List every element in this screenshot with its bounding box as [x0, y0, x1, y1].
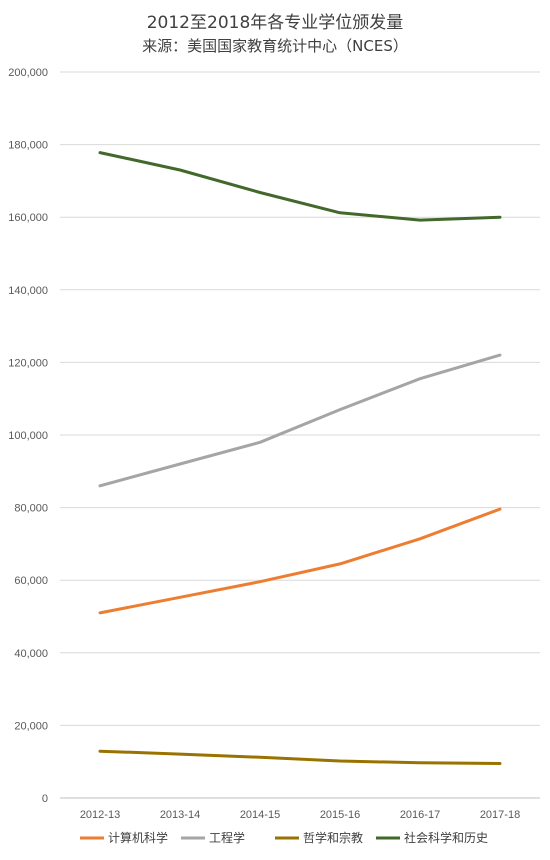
y-tick-label: 160,000: [8, 212, 48, 224]
y-tick-label: 60,000: [14, 575, 48, 587]
y-tick-label: 80,000: [14, 503, 48, 515]
chart-subtitle: 来源：美国国家教育统计中心（NCES）: [142, 37, 408, 55]
series-line: [98, 353, 502, 488]
chart-title: 2012至2018年各专业学位颁发量: [146, 13, 404, 33]
legend-label: 哲学和宗教: [303, 830, 363, 845]
y-tick-label: 180,000: [8, 140, 48, 152]
x-tick-label: 2012-13: [80, 809, 120, 821]
x-tick-label: 2017-18: [480, 809, 520, 821]
series-line: [98, 151, 502, 222]
y-tick-label: 120,000: [8, 357, 48, 369]
series-line: [98, 749, 502, 765]
legend-label: 工程学: [209, 830, 245, 845]
y-tick-label: 100,000: [8, 430, 48, 442]
y-tick-label: 200,000: [8, 67, 48, 79]
legend-label: 计算机科学: [108, 830, 168, 845]
y-tick-label: 20,000: [14, 720, 48, 732]
series-line: [98, 507, 502, 615]
x-tick-label: 2013-14: [160, 809, 200, 821]
x-tick-label: 2014-15: [240, 809, 280, 821]
y-tick-label: 0: [42, 793, 48, 805]
y-tick-label: 140,000: [8, 285, 48, 297]
x-tick-label: 2016-17: [400, 809, 440, 821]
legend-label: 社会科学和历史: [404, 830, 488, 845]
x-tick-label: 2015-16: [320, 809, 360, 821]
y-tick-label: 40,000: [14, 648, 48, 660]
